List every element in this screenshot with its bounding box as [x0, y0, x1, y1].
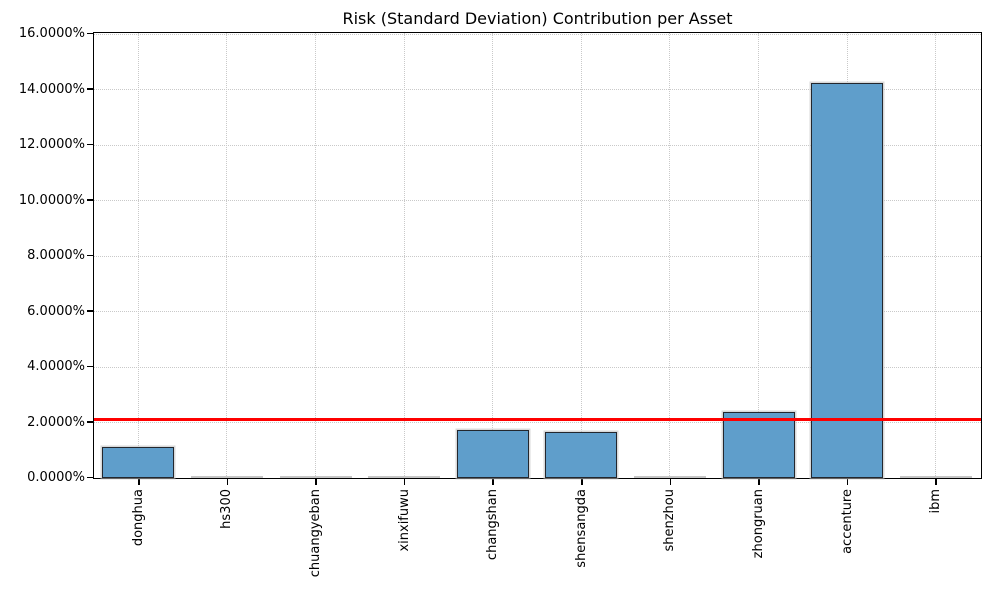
bar-zhongruan — [722, 412, 795, 478]
x-tick-label-donghua: donghua — [130, 489, 146, 547]
y-tick-mark — [87, 476, 93, 479]
v-gridline — [403, 33, 405, 478]
v-gridline — [492, 33, 494, 478]
x-tick-label-shenzhou: shenzhou — [662, 489, 678, 552]
h-gridline — [94, 33, 981, 35]
x-tick-mark — [581, 479, 583, 485]
y-tick-mark — [87, 143, 93, 146]
y-tick-label: 16.0000% — [18, 26, 85, 41]
h-gridline — [94, 89, 981, 90]
x-tick-label-changshan: changshan — [485, 489, 501, 561]
bar-accenture — [811, 83, 884, 478]
h-gridline — [94, 311, 981, 312]
reference-line — [94, 418, 981, 421]
y-tick-mark — [87, 254, 93, 257]
x-tick-mark — [846, 479, 849, 485]
x-tick-label-shensangda: shensangda — [573, 489, 589, 568]
x-tick-label-hs300: hs300 — [219, 489, 235, 529]
x-tick-label-accenture: accenture — [839, 489, 855, 554]
bar-chuangyeban — [279, 476, 352, 478]
y-tick-mark — [87, 88, 93, 90]
bar-changshan — [456, 429, 529, 478]
x-tick-mark — [492, 479, 494, 485]
v-gridline — [758, 33, 759, 478]
x-tick-label-xinxifuwu: xinxifuwu — [396, 489, 412, 552]
v-gridline — [137, 33, 139, 478]
y-tick-label: 4.0000% — [27, 359, 85, 374]
h-gridline — [94, 144, 981, 146]
y-tick-label: 0.0000% — [27, 470, 85, 485]
y-tick-label: 14.0000% — [18, 81, 85, 97]
y-tick-mark — [87, 365, 93, 368]
h-gridline — [94, 200, 981, 201]
y-tick-label: 12.0000% — [18, 137, 85, 152]
x-tick-label-zhongruan: zhongruan — [751, 489, 766, 559]
plot-area — [93, 32, 982, 479]
y-tick-label: 2.0000% — [27, 414, 85, 430]
bar-shenzhou — [633, 476, 706, 478]
x-tick-mark — [226, 479, 229, 485]
y-tick-mark — [87, 32, 93, 35]
x-tick-label-ibm: ibm — [928, 489, 944, 514]
h-gridline — [94, 422, 981, 423]
x-tick-mark — [403, 479, 406, 485]
x-tick-mark — [758, 479, 760, 485]
v-gridline — [315, 33, 316, 478]
y-tick-label: 8.0000% — [27, 248, 85, 263]
v-gridline — [669, 33, 671, 478]
v-gridline — [226, 33, 228, 478]
bar-xinxifuwu — [368, 476, 441, 478]
bar-hs300 — [190, 476, 263, 478]
y-tick-label: 10.0000% — [18, 192, 85, 208]
y-tick-mark — [87, 421, 93, 423]
h-gridline — [94, 366, 981, 368]
bar-shensangda — [545, 431, 618, 478]
x-tick-mark — [138, 479, 140, 485]
x-tick-mark — [315, 479, 317, 485]
bar-donghua — [102, 447, 175, 478]
y-tick-mark — [87, 199, 93, 201]
x-tick-mark — [935, 479, 937, 485]
v-gridline — [580, 33, 582, 478]
bar-ibm — [899, 476, 972, 478]
x-tick-mark — [669, 479, 672, 485]
v-gridline — [935, 33, 937, 478]
x-tick-label-chuangyeban: chuangyeban — [308, 489, 323, 578]
chart-title: Risk (Standard Deviation) Contribution p… — [342, 9, 733, 28]
y-tick-label: 6.0000% — [27, 303, 85, 319]
y-tick-mark — [87, 310, 93, 312]
h-gridline — [94, 255, 981, 257]
